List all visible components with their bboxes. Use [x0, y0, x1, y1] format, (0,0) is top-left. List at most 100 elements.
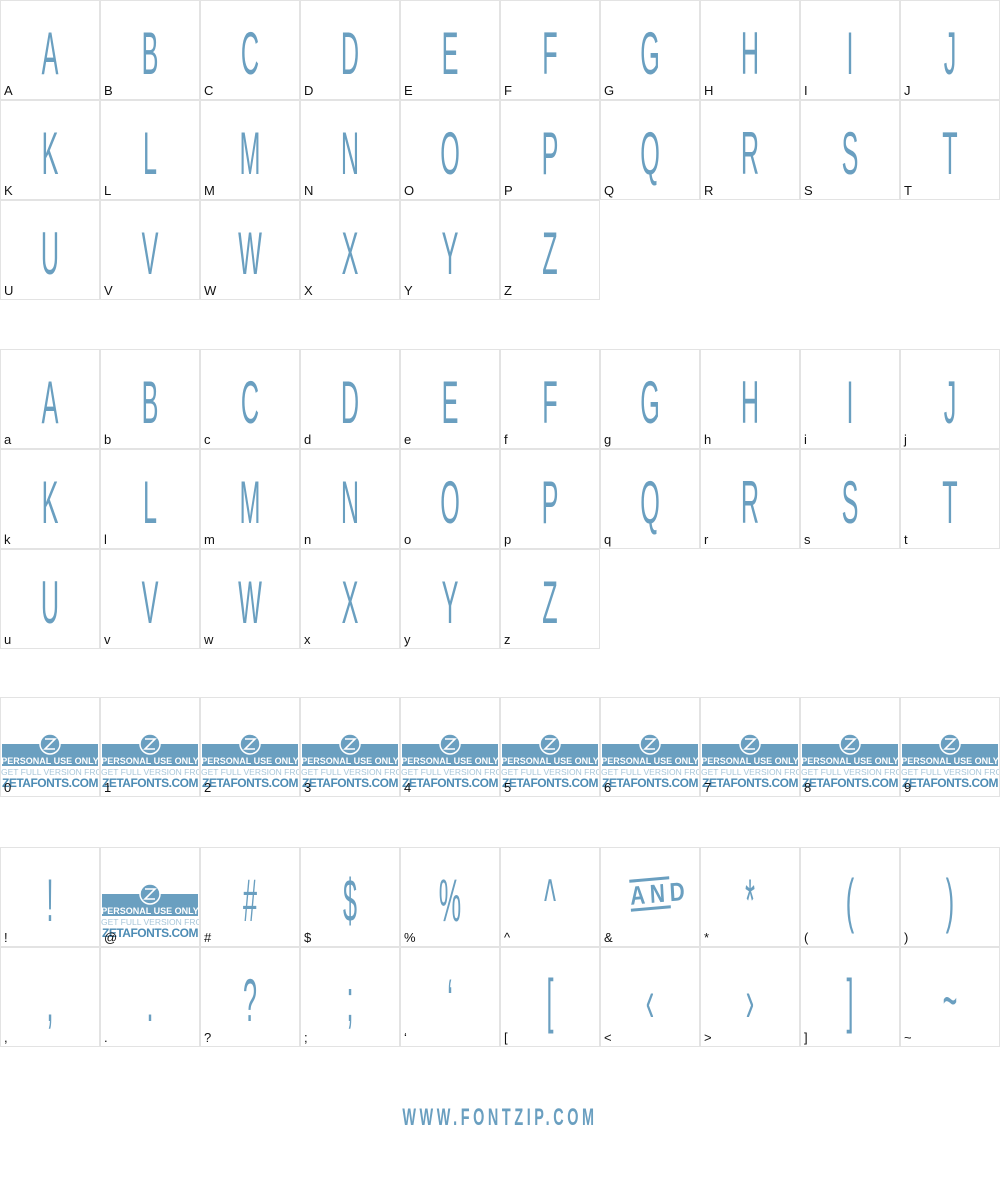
watermark-offer: GET FULL VERSION FROM: [901, 767, 1000, 777]
glyph-label: S: [804, 183, 813, 198]
watermark-site: ZETAFONTS.COM: [702, 776, 798, 790]
glyph-cell: AND &: [600, 847, 700, 947]
glyph-cell: * *: [700, 847, 800, 947]
glyph-label: A: [4, 83, 13, 98]
watermark-notice: PERSONAL USE ONLY: [901, 756, 999, 766]
glyph: X: [341, 569, 359, 636]
watermark-offer: GET FULL VERSION FROM: [301, 767, 400, 777]
glyph-label: o: [404, 532, 412, 547]
glyph-label: D: [304, 83, 314, 98]
glyph-label: T: [904, 183, 912, 198]
glyph: ): [945, 867, 955, 934]
glyph-cell: PERSONAL USE ONLY GET FULL VERSION FROM ZE…: [600, 697, 700, 797]
watermark-logo: [839, 733, 861, 755]
glyph-label: b: [104, 432, 112, 447]
watermark-notice: PERSONAL USE ONLY: [301, 756, 399, 766]
glyph: Q: [640, 120, 660, 187]
glyph-label: <: [604, 1030, 612, 1045]
glyph: P: [541, 120, 559, 187]
glyph: C: [240, 369, 260, 436]
glyph: N: [340, 120, 360, 187]
watermark-notice: PERSONAL USE ONLY: [1, 756, 99, 766]
glyph-label: q: [604, 532, 612, 547]
glyph-label: *: [704, 930, 710, 945]
glyph-label: ]: [804, 1030, 808, 1045]
glyph-label: n: [304, 532, 312, 547]
glyph-label: F: [504, 83, 512, 98]
glyph: #: [242, 867, 258, 934]
glyph-label: V: [104, 283, 113, 298]
glyph-cell: PERSONAL USE ONLY GET FULL VERSION FROM ZE…: [500, 697, 600, 797]
glyph: O: [440, 469, 460, 536]
glyph-label: H: [704, 83, 714, 98]
glyph: ,: [46, 967, 54, 1034]
glyph: T: [942, 120, 958, 187]
glyph-label: 8: [804, 780, 812, 795]
glyph-label: 4: [404, 780, 412, 795]
watermark-notice: PERSONAL USE ONLY: [401, 756, 499, 766]
glyph: X: [341, 220, 359, 287]
glyph: V: [141, 220, 159, 287]
glyph-label: ): [904, 930, 909, 945]
glyph-label: ^: [504, 930, 511, 945]
watermark-offer: GET FULL VERSION FROM: [701, 767, 800, 777]
glyph-label: [: [504, 1030, 508, 1045]
glyph-label: E: [404, 83, 413, 98]
glyph-label: !: [4, 930, 8, 945]
glyph: J: [943, 369, 957, 436]
glyph-label: j: [904, 432, 907, 447]
glyph-label: &: [604, 930, 613, 945]
glyph-label: a: [4, 432, 12, 447]
glyph: Z: [542, 220, 558, 287]
watermark-band: [102, 894, 198, 916]
glyph-cell: PERSONAL USE ONLY GET FULL VERSION FROM ZE…: [200, 697, 300, 797]
glyph: ›: [745, 967, 755, 1034]
glyph-label: r: [704, 532, 709, 547]
glyph: M: [239, 120, 261, 187]
glyph-cell: [[: [500, 947, 600, 1047]
footer-url: WWW.FONTZIP.COM: [402, 1104, 598, 1131]
glyph: S: [841, 469, 859, 536]
glyph: ‹: [645, 967, 655, 1034]
glyph-label: w: [204, 632, 214, 647]
glyph: K: [41, 120, 59, 187]
glyph: H: [740, 369, 760, 436]
glyph-label: X: [304, 283, 313, 298]
glyph: A: [41, 369, 59, 436]
watermark-band: [702, 744, 798, 766]
glyph: G: [640, 369, 660, 436]
glyph-label: M: [204, 183, 215, 198]
watermark-offer: GET FULL VERSION FROM: [101, 767, 200, 777]
glyph-label: R: [704, 183, 714, 198]
glyph-label: Y: [404, 283, 413, 298]
glyph: ?: [242, 967, 258, 1034]
watermark-band: [202, 744, 298, 766]
glyph-cell: PERSONAL USE ONLY GET FULL VERSION FROM ZE…: [300, 697, 400, 797]
watermark-logo: [239, 733, 261, 755]
glyph-cell: # #: [200, 847, 300, 947]
glyph-label: u: [4, 632, 12, 647]
glyph-cell: PERSONAL USE ONLY GET FULL VERSION FROM ZE…: [900, 697, 1000, 797]
glyph-label: t: [904, 532, 908, 547]
glyph: C: [240, 20, 260, 87]
glyph-cell: !!: [0, 847, 100, 947]
